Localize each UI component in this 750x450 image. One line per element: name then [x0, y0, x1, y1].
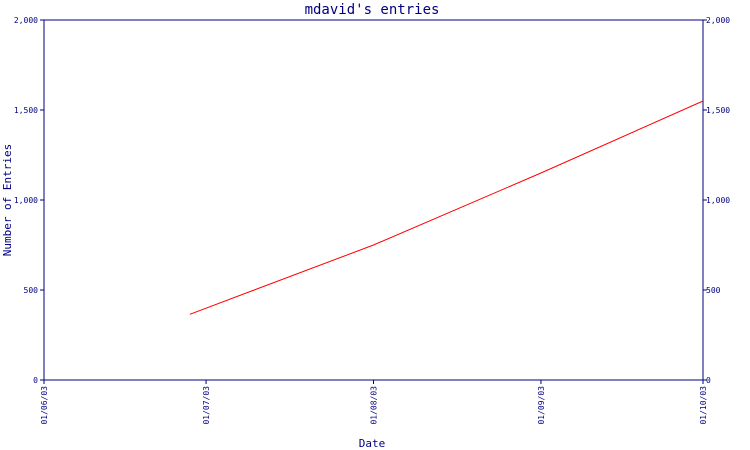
y-tick-label-right: 500	[706, 286, 721, 295]
x-tick-label: 01/07/03	[202, 386, 211, 425]
y-axis-left-ticks: 0 500 1,000 1,500 2,000	[14, 16, 44, 385]
y-tick-label-right: 2,000	[706, 16, 730, 25]
y-tick-label-left: 1,500	[14, 106, 38, 115]
x-tick-label: 01/10/03	[699, 386, 708, 425]
x-axis-ticks: 01/06/03 01/07/03 01/08/03 01/09/03 01/10/03	[40, 380, 708, 425]
y-tick-label-left: 500	[24, 286, 39, 295]
y-axis-label: Number of Entries	[1, 144, 14, 257]
plot-frame	[43, 19, 704, 381]
y-tick-label-left: 0	[33, 376, 38, 385]
y-tick-label-right: 0	[706, 376, 711, 385]
series-layer	[189, 100, 704, 315]
y-tick-label-left: 1,000	[14, 196, 38, 205]
x-tick-label: 01/09/03	[537, 386, 546, 425]
y-tick-label-left: 2,000	[14, 16, 38, 25]
y-tick-label-right: 1,000	[706, 196, 730, 205]
series-line	[189, 100, 704, 315]
x-tick-label: 01/06/03	[40, 386, 49, 425]
y-axis-right-ticks: 0 500 1,000 1,500 2,000	[703, 16, 730, 385]
x-tick-label: 01/08/03	[370, 386, 379, 425]
y-tick-label-right: 1,500	[706, 106, 730, 115]
x-axis-label: Date	[359, 437, 386, 450]
chart-title: mdavid's entries	[305, 2, 440, 18]
